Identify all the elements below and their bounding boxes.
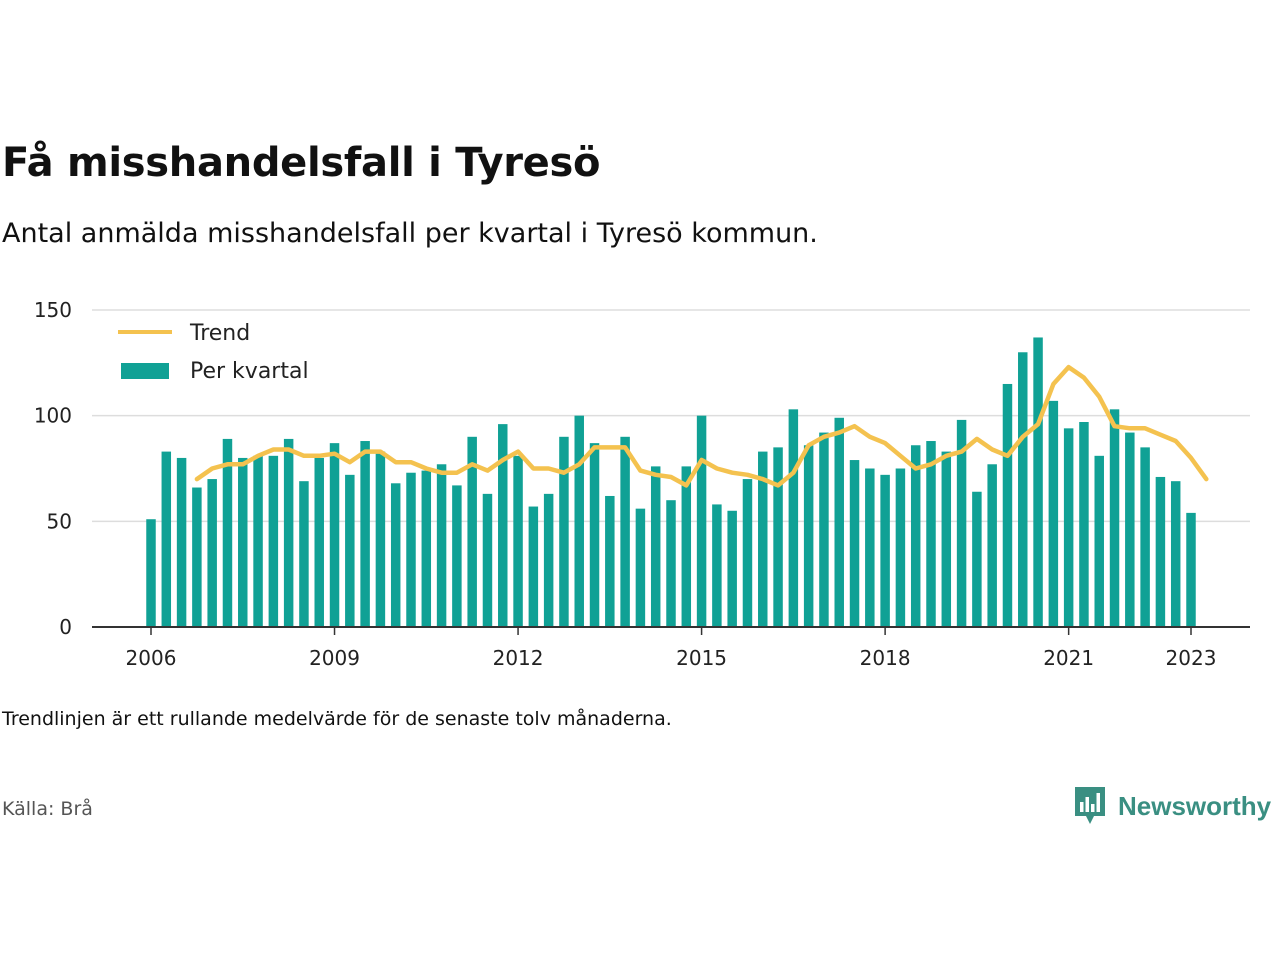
bar [238,457,248,627]
brand-name: Newsworthy [1118,790,1272,821]
bar [283,438,294,627]
brand-logo: Newsworthy [1072,784,1271,828]
bar [1170,481,1181,627]
bar [650,466,661,627]
bar [620,436,630,627]
bar [1155,476,1166,627]
bar [972,491,982,627]
bar [421,470,432,627]
legend-bar-swatch [121,363,169,379]
bar [865,468,875,627]
bar [222,438,233,627]
bar [941,451,952,627]
bar [360,441,370,627]
bar [1018,352,1028,627]
bar [1079,422,1089,627]
bar [605,495,615,627]
bar [895,468,906,627]
bar [176,457,187,627]
chart-subtitle: Antal anmälda misshandelsfall per kvarta… [2,218,818,249]
x-tick-label: 2006 [126,646,177,670]
bar [329,443,340,627]
bar [773,447,783,627]
bar [910,445,921,627]
bar [345,474,355,627]
bar [803,445,814,627]
bar [452,485,462,627]
bar [146,519,156,627]
axes: 0 50 100 150 2006 2009 2012 2015 2018 2021 2023 [34,298,1250,670]
bar [1002,383,1013,627]
bar [299,481,309,627]
x-tick-label: 2012 [493,646,544,670]
bar [666,500,676,627]
x-tick-label: 2023 [1166,646,1217,670]
y-tick-label: 150 [34,298,72,322]
bar [712,504,722,627]
bar [375,451,386,627]
x-tick-label: 2018 [860,646,911,670]
bar [589,443,600,627]
bar [681,466,692,627]
bar [956,419,967,627]
bar [1094,455,1104,627]
footnote: Trendlinjen är ett rullande medelvärde f… [2,708,672,730]
bar [513,455,523,627]
newsworthy-logo-icon [1075,787,1105,824]
bar [207,479,217,627]
source-label: Källa: Brå [2,798,93,820]
bar [1063,428,1074,627]
bar [406,472,416,627]
bar [498,424,508,627]
bar [253,455,263,627]
bars-per-kvartal [146,337,1196,627]
bar [880,474,890,627]
bar [727,510,737,627]
legend: Trend Per kvartal [88,312,324,392]
legend-trend-label: Trend [189,321,250,346]
bar [482,493,493,627]
bar [1033,337,1043,627]
bar [314,457,324,627]
bar [1125,432,1135,627]
bar [1109,409,1120,627]
bar [543,493,554,627]
bar [1140,447,1150,627]
legend-bar-label: Per kvartal [190,359,309,384]
trend-line [194,364,1209,488]
bar [758,451,768,627]
bar [834,417,844,627]
bar [1186,512,1196,627]
bar [192,487,202,627]
bar [819,432,829,627]
y-tick-label: 50 [47,509,72,533]
bar [987,464,997,627]
x-tick-label: 2021 [1043,646,1094,670]
bar [436,464,447,627]
bar [1048,400,1059,627]
bar [574,415,584,627]
bar [742,479,753,627]
bar [849,460,860,627]
y-tick-label: 0 [59,615,72,639]
bar [788,409,799,627]
bar [467,436,477,627]
x-tick-label: 2009 [309,646,360,670]
chart-title: Få misshandelsfall i Tyresö [2,140,601,186]
bar [268,455,279,627]
bar [559,436,569,627]
y-tick-label: 100 [34,404,72,428]
trend-line-group [194,364,1209,488]
bar [926,441,936,627]
bar [635,508,646,627]
bar [696,415,707,627]
bar [528,506,539,627]
x-tick-label: 2015 [676,646,727,670]
bar [390,483,401,627]
bar [161,451,172,627]
bar-line-chart: 0 50 100 150 2006 2009 2012 2015 2018 2021 2023 Tr… [34,298,1250,670]
